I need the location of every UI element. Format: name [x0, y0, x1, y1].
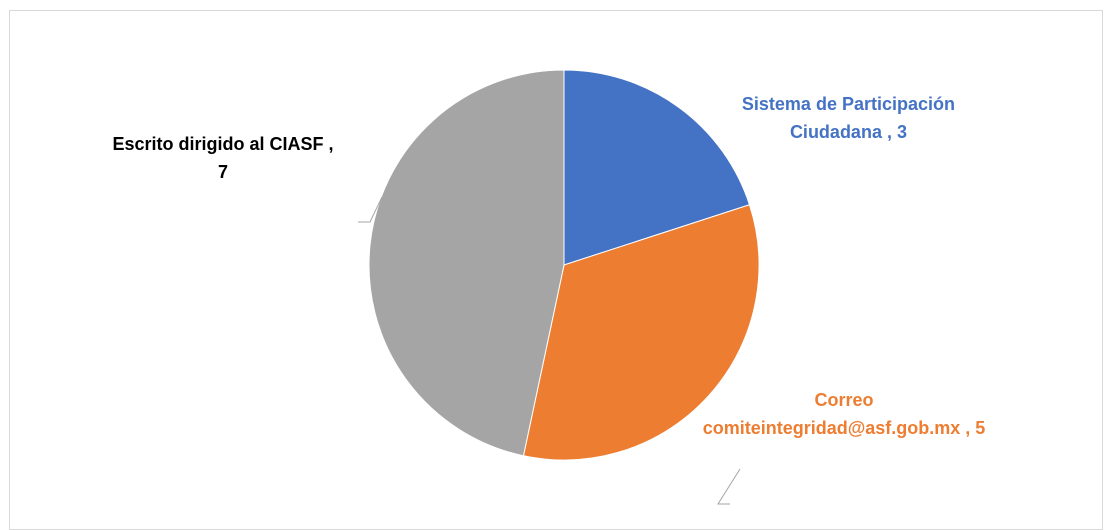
slice-label-line: Sistema de Participación [741, 94, 955, 114]
slice-label-line: Escrito dirigido al CIASF , [112, 134, 334, 154]
pie-slice-2 [368, 69, 565, 457]
slice-label-line: Ciudadana , 3 [789, 122, 907, 142]
leader-line-correo [717, 468, 741, 505]
slice-label-escrito: Escrito dirigido al CIASF , 7 [112, 130, 333, 186]
slice-label-sistema: Sistema de Participación Ciudadana , 3 [742, 90, 955, 146]
pie-slice-0 [563, 69, 751, 266]
leader-line-escrito [358, 196, 383, 223]
slice-label-line: comiteintegridad@asf.gob.mx , 5 [702, 418, 986, 438]
slice-label-correo: Correo comiteintegridad@asf.gob.mx , 5 [703, 386, 986, 442]
slice-label-line: Correo [814, 390, 874, 410]
pie-chart [358, 69, 760, 505]
slice-label-line: 7 [217, 162, 228, 182]
pie-slice-1 [522, 204, 760, 461]
